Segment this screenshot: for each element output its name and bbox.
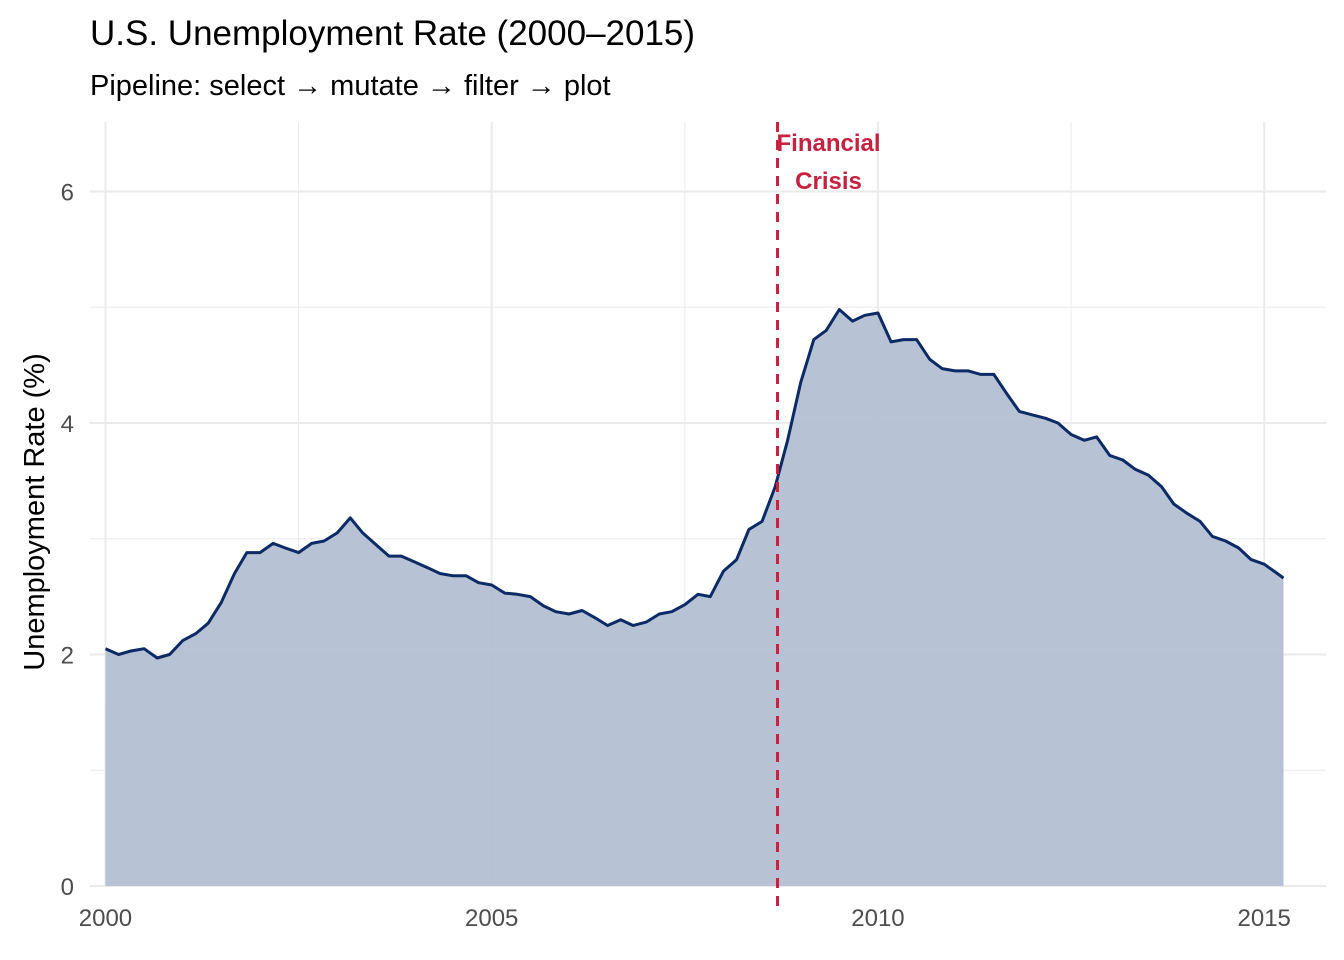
financial-crisis-label: Crisis <box>795 168 862 195</box>
annotation-layer: Financial Crisis <box>776 122 881 906</box>
area-layer <box>104 308 1285 886</box>
series-line <box>104 308 1285 660</box>
y-axis-title: Unemployment Rate (%) <box>19 353 51 671</box>
x-tick-label: 2010 <box>851 905 904 932</box>
chart-title: U.S. Unemployment Rate (2000–2015) <box>90 14 696 53</box>
y-tick-label: 4 <box>61 411 74 438</box>
x-tick-label: 2005 <box>465 905 518 932</box>
axis-layer: 2000 2005 2010 2015 0 2 4 6 <box>61 179 1291 932</box>
x-tick-label: 2000 <box>79 905 132 932</box>
y-tick-label: 0 <box>61 874 74 901</box>
financial-crisis-label: Financial <box>777 130 881 157</box>
chart-subtitle: Pipeline: select → mutate → filter → plo… <box>90 70 611 102</box>
y-tick-label: 2 <box>61 642 74 669</box>
y-tick-label: 6 <box>61 179 74 206</box>
x-tick-label: 2015 <box>1238 905 1291 932</box>
